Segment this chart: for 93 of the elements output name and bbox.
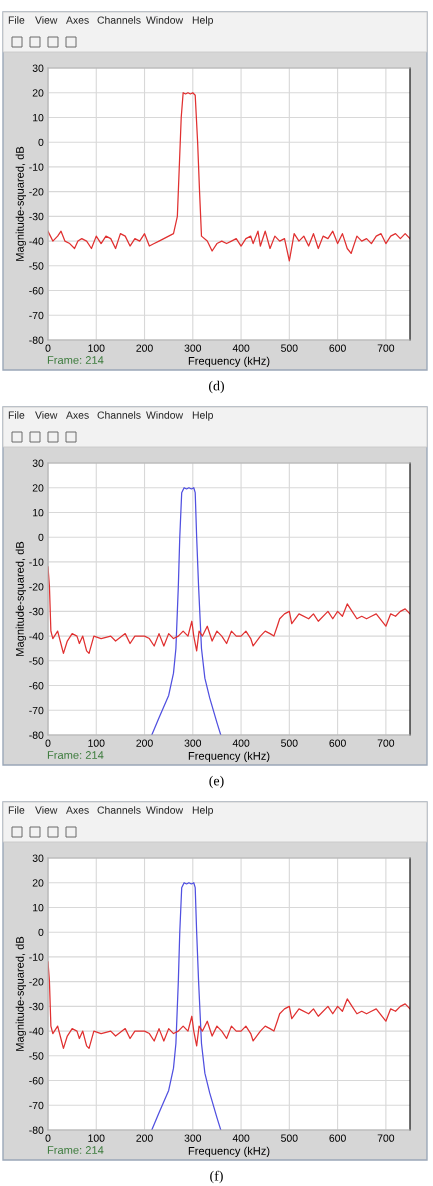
x-tick-label: 700 xyxy=(377,1134,395,1142)
y-tick-label: 0 xyxy=(38,533,44,542)
x-tick-label: 200 xyxy=(136,739,153,747)
x-tick-label: 600 xyxy=(329,739,346,747)
y-axis-title: Magnitude-squared, dB xyxy=(15,541,26,656)
text: Axes xyxy=(66,411,89,419)
y-tick-label: -50 xyxy=(29,262,44,270)
y-tick-label: -30 xyxy=(29,1002,44,1011)
x-tick-label: 500 xyxy=(281,739,298,747)
x-tick-label: 400 xyxy=(232,739,250,747)
y-axis-title: Magnitude-squared, dB xyxy=(15,936,26,1051)
y-tick-label: -80 xyxy=(29,1126,44,1134)
text: Help xyxy=(192,806,213,816)
y-tick-label: -70 xyxy=(29,1101,44,1110)
y-tick-label: 20 xyxy=(32,484,44,492)
y-tick-label: -10 xyxy=(29,953,44,961)
x-tick-label: 100 xyxy=(88,1134,105,1142)
text: Frame: 214 xyxy=(47,356,104,364)
y-tick-label: -70 xyxy=(29,706,44,715)
x-tick-label: 0 xyxy=(45,1134,51,1142)
text: (e) xyxy=(209,775,224,789)
y-tick-label: -40 xyxy=(29,632,44,640)
y-tick-label: -70 xyxy=(29,311,44,320)
y-tick-label: -50 xyxy=(29,1052,44,1060)
x-tick-label: 200 xyxy=(136,1134,153,1142)
y-tick-label: -20 xyxy=(29,188,44,196)
text: Help xyxy=(192,16,213,26)
line-series xyxy=(151,487,222,735)
x-tick-label: 600 xyxy=(329,344,346,352)
text: Channels xyxy=(97,806,141,814)
y-tick-label: 0 xyxy=(38,928,44,937)
y-tick-label: -80 xyxy=(29,336,44,344)
text: Window xyxy=(146,806,184,814)
y-tick-label: -30 xyxy=(29,607,44,616)
x-tick-label: 700 xyxy=(377,344,395,352)
x-tick-label: 300 xyxy=(184,344,202,352)
text: (d) xyxy=(209,380,224,394)
text: Axes xyxy=(66,806,89,814)
y-tick-label: 0 xyxy=(38,138,44,147)
y-tick-label: 30 xyxy=(32,64,44,72)
x-tick-label: 300 xyxy=(184,1134,202,1142)
text: View xyxy=(35,806,58,814)
text: Channels xyxy=(97,411,141,419)
text: (f) xyxy=(210,1170,223,1184)
y-tick-label: 30 xyxy=(32,459,44,467)
y-tick-label: -30 xyxy=(29,212,44,221)
y-tick-label: -60 xyxy=(29,287,44,295)
x-tick-label: 400 xyxy=(232,344,250,352)
x-axis-title: Frequency (kHz) xyxy=(188,356,270,368)
text: View xyxy=(35,411,58,419)
y-tick-label: -60 xyxy=(29,1077,44,1085)
x-tick-label: 200 xyxy=(136,344,153,352)
y-tick-label: -50 xyxy=(29,657,44,665)
x-tick-label: 400 xyxy=(232,1134,250,1142)
x-tick-label: 600 xyxy=(329,1134,346,1142)
text: Window xyxy=(146,16,184,24)
text: Frame: 214 xyxy=(47,1146,104,1154)
y-tick-label: -40 xyxy=(29,237,44,245)
x-tick-label: 500 xyxy=(281,344,298,352)
text: View xyxy=(35,16,58,24)
x-tick-label: 100 xyxy=(88,739,105,747)
y-tick-label: -10 xyxy=(29,163,44,171)
y-tick-label: -80 xyxy=(29,731,44,739)
text: File xyxy=(8,16,25,24)
x-axis-title: Frequency (kHz) xyxy=(188,1146,270,1158)
x-tick-label: 500 xyxy=(281,1134,298,1142)
y-tick-label: 30 xyxy=(32,854,44,862)
text: Window xyxy=(146,411,184,419)
text: Channels xyxy=(97,16,141,24)
text: Help xyxy=(192,411,213,421)
text: Frame: 214 xyxy=(47,751,104,759)
x-tick-label: 0 xyxy=(45,739,51,747)
x-axis-title: Frequency (kHz) xyxy=(188,751,270,763)
y-axis-title: Magnitude-squared, dB xyxy=(15,146,26,261)
text: Axes xyxy=(66,16,89,24)
x-tick-label: 0 xyxy=(45,344,51,352)
line-series xyxy=(151,882,222,1130)
y-tick-label: 10 xyxy=(33,508,44,517)
text: File xyxy=(8,411,25,419)
y-tick-label: -20 xyxy=(29,978,44,986)
y-tick-label: 20 xyxy=(32,89,44,97)
x-tick-label: 100 xyxy=(88,344,105,352)
y-tick-label: 10 xyxy=(33,113,44,122)
text: File xyxy=(8,806,25,814)
y-tick-label: 10 xyxy=(33,903,44,912)
line-series xyxy=(48,92,410,262)
y-tick-label: -40 xyxy=(29,1027,44,1035)
y-tick-label: 20 xyxy=(32,879,44,887)
x-tick-label: 300 xyxy=(184,739,202,747)
x-tick-label: 700 xyxy=(377,739,395,747)
y-tick-label: -20 xyxy=(29,583,44,591)
y-tick-label: -60 xyxy=(29,682,44,690)
y-tick-label: -10 xyxy=(29,558,44,566)
